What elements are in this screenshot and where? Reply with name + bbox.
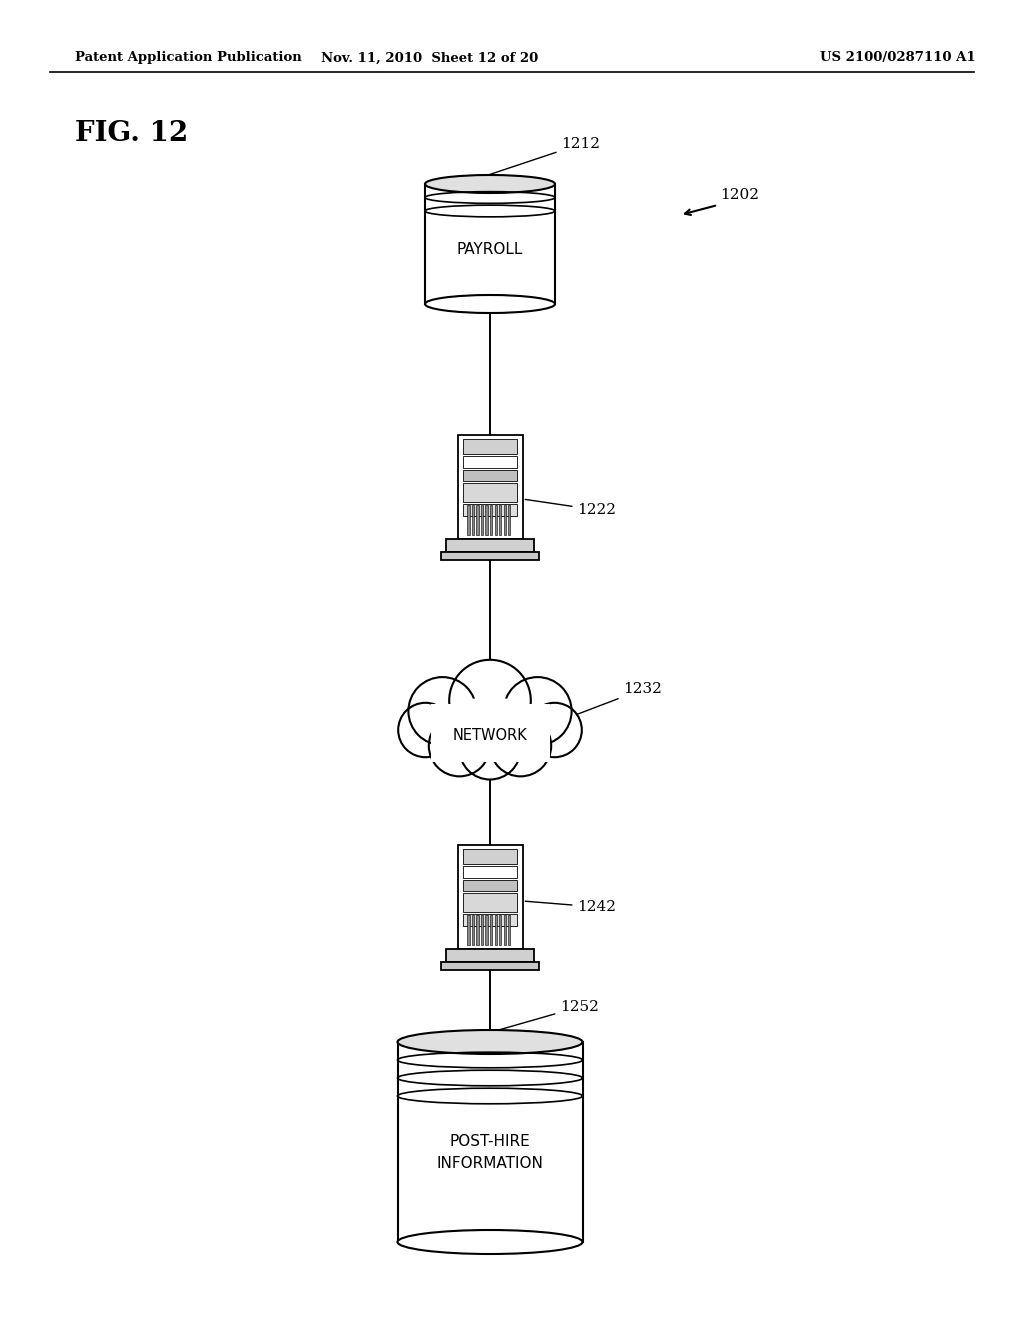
Bar (476, 915, 478, 945)
Circle shape (504, 677, 571, 744)
Text: PAYROLL: PAYROLL (457, 243, 523, 257)
Text: INFORMATION: INFORMATION (436, 1156, 544, 1172)
Bar (463, 913, 517, 927)
Ellipse shape (429, 692, 551, 758)
Text: 1242: 1242 (525, 900, 616, 913)
Bar (446, 949, 534, 962)
Circle shape (398, 702, 453, 758)
Bar (425, 183, 555, 304)
Bar (446, 539, 534, 552)
Ellipse shape (425, 294, 555, 313)
Bar (485, 915, 487, 945)
Circle shape (460, 718, 520, 780)
Bar (458, 436, 522, 539)
Text: POST-HIRE: POST-HIRE (450, 1134, 530, 1150)
Bar (467, 915, 470, 945)
Circle shape (450, 660, 530, 742)
Bar (463, 470, 517, 480)
Bar (463, 866, 517, 878)
Bar (499, 915, 502, 945)
Bar (467, 504, 470, 535)
Text: 1222: 1222 (525, 499, 616, 517)
Circle shape (490, 715, 551, 776)
Bar (463, 440, 517, 454)
Text: NETWORK: NETWORK (453, 727, 527, 743)
Text: FIG. 12: FIG. 12 (75, 120, 188, 147)
Bar (490, 915, 493, 945)
Bar (472, 504, 474, 535)
Bar (463, 504, 517, 516)
Bar (441, 552, 539, 560)
Bar (481, 504, 483, 535)
Bar (508, 915, 511, 945)
Bar (430, 704, 550, 762)
Circle shape (429, 715, 490, 776)
Text: 1202: 1202 (720, 187, 759, 202)
Bar (397, 1041, 583, 1242)
Bar (472, 915, 474, 945)
Text: Nov. 11, 2010  Sheet 12 of 20: Nov. 11, 2010 Sheet 12 of 20 (322, 51, 539, 65)
Circle shape (527, 702, 582, 758)
Bar (508, 504, 511, 535)
Bar (495, 504, 497, 535)
Bar (463, 880, 517, 891)
Text: 1212: 1212 (469, 137, 600, 181)
Ellipse shape (397, 1230, 583, 1254)
Ellipse shape (397, 1030, 583, 1053)
Bar (463, 455, 517, 469)
Bar (490, 504, 493, 535)
Bar (476, 504, 478, 535)
Bar (463, 483, 517, 502)
Bar (481, 915, 483, 945)
Ellipse shape (435, 697, 545, 752)
Text: US 2100/0287110 A1: US 2100/0287110 A1 (820, 51, 976, 65)
Bar (504, 915, 506, 945)
Bar (485, 504, 487, 535)
Bar (458, 845, 522, 949)
Circle shape (409, 677, 476, 744)
Text: Patent Application Publication: Patent Application Publication (75, 51, 302, 65)
Ellipse shape (425, 176, 555, 193)
Bar (463, 849, 517, 863)
Bar (495, 915, 497, 945)
Bar (504, 504, 506, 535)
Text: 1232: 1232 (560, 682, 663, 721)
Bar (441, 962, 539, 970)
Text: 1252: 1252 (460, 999, 599, 1041)
Bar (463, 892, 517, 912)
Bar (499, 504, 502, 535)
